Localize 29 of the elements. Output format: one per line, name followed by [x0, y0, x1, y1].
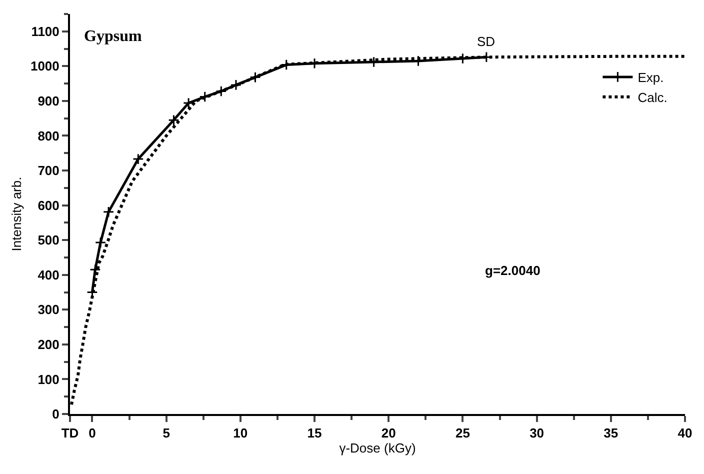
x-tick-label: TD — [61, 426, 79, 441]
x-tick-label: 15 — [307, 426, 322, 441]
y-tick-label: 0 — [52, 406, 60, 422]
y-tick-label: 1000 — [30, 58, 60, 74]
y-axis-title: Intensity arb. — [8, 176, 24, 252]
y-tick-label: 300 — [38, 302, 60, 318]
y-tick-label: 700 — [38, 163, 60, 178]
x-tick-label: 0 — [88, 426, 96, 441]
y-tick-label: 500 — [38, 232, 60, 248]
x-tick-label: 25 — [455, 426, 470, 441]
x-tick-label: 30 — [530, 426, 544, 441]
legend-label: Exp. — [638, 70, 664, 86]
y-tick-label: 1100 — [31, 24, 60, 39]
y-tick-label: 200 — [38, 336, 60, 352]
y-tick-label: 400 — [38, 267, 60, 282]
x-tick-label: 5 — [162, 426, 170, 441]
x-tick-label: 20 — [381, 426, 396, 441]
x-tick-label: 40 — [678, 426, 692, 441]
y-tick-label: 600 — [38, 198, 60, 213]
annotation: SD — [477, 34, 496, 49]
annotation: Gypsum — [84, 28, 142, 45]
x-tick-label: 10 — [233, 426, 248, 441]
y-tick-label: 900 — [38, 94, 60, 109]
legend-label: Calc. — [638, 90, 668, 105]
y-tick-label: 100 — [38, 372, 60, 387]
y-tick-label: 800 — [38, 128, 60, 144]
x-axis-title: γ-Dose (kGy) — [339, 440, 416, 456]
annotation: g=2.0040 — [485, 263, 540, 278]
x-tick-label: 35 — [604, 426, 618, 441]
